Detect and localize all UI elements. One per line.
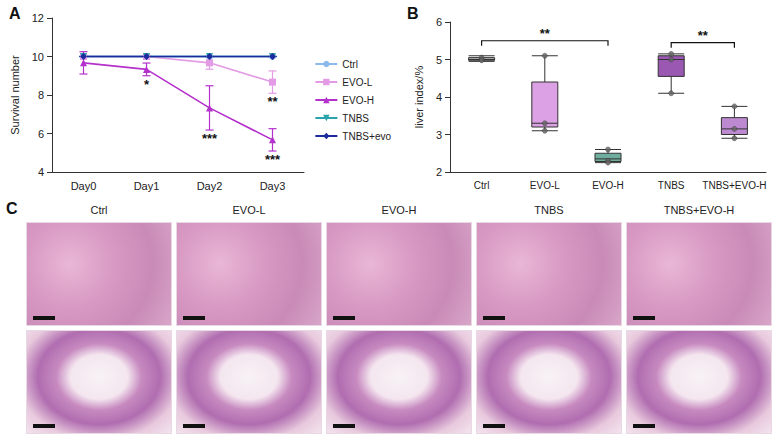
svg-text:Survival number: Survival number [9,55,21,135]
svg-text:6: 6 [38,128,44,140]
html-text:TNBS+EVO-H: TNBS+EVO-H [663,204,735,216]
html-text:C: C [6,200,18,217]
html-text:Ctrl: Ctrl [90,204,108,216]
svg-text:8: 8 [38,89,44,101]
svg-text:**: ** [267,94,278,109]
svg-text:TNBS+evo: TNBS+evo [342,131,391,142]
svg-text:B: B [407,5,419,22]
svg-text:Day1: Day1 [134,180,160,192]
svg-text:**: ** [540,26,551,41]
svg-text:***: *** [265,152,281,167]
svg-text:Ctrl: Ctrl [474,180,490,191]
svg-text:EVO-L: EVO-L [342,77,372,88]
svg-text:4: 4 [38,166,44,178]
html-text:EVO-H: EVO-H [381,204,417,216]
svg-text:Ctrl: Ctrl [342,59,358,70]
svg-text:EVO-H: EVO-H [592,180,624,191]
svg-text:12: 12 [32,12,44,24]
svg-text:TNBS: TNBS [658,180,685,191]
svg-text:**: ** [698,28,709,43]
svg-text:4: 4 [436,91,442,103]
svg-text:TNBS: TNBS [342,113,369,124]
svg-text:TNBS+EVO-H: TNBS+EVO-H [702,180,766,191]
svg-text:A: A [9,5,21,22]
svg-text:EVO-H: EVO-H [342,95,374,106]
svg-text:***: *** [202,131,218,146]
html-text:EVO-L: EVO-L [232,204,266,216]
svg-text:2: 2 [436,166,442,178]
svg-text:3: 3 [436,129,442,141]
svg-text:5: 5 [436,54,442,66]
svg-text:Day0: Day0 [71,180,97,192]
svg-text:EVO-L: EVO-L [530,180,560,191]
html-text:TNBS: TNBS [534,204,564,216]
svg-text:liver index/%: liver index/% [413,66,425,129]
svg-text:Day2: Day2 [197,180,223,192]
svg-text:*: * [144,77,150,92]
svg-text:Day3: Day3 [260,180,286,192]
svg-text:6: 6 [436,16,442,28]
svg-text:10: 10 [32,51,44,63]
